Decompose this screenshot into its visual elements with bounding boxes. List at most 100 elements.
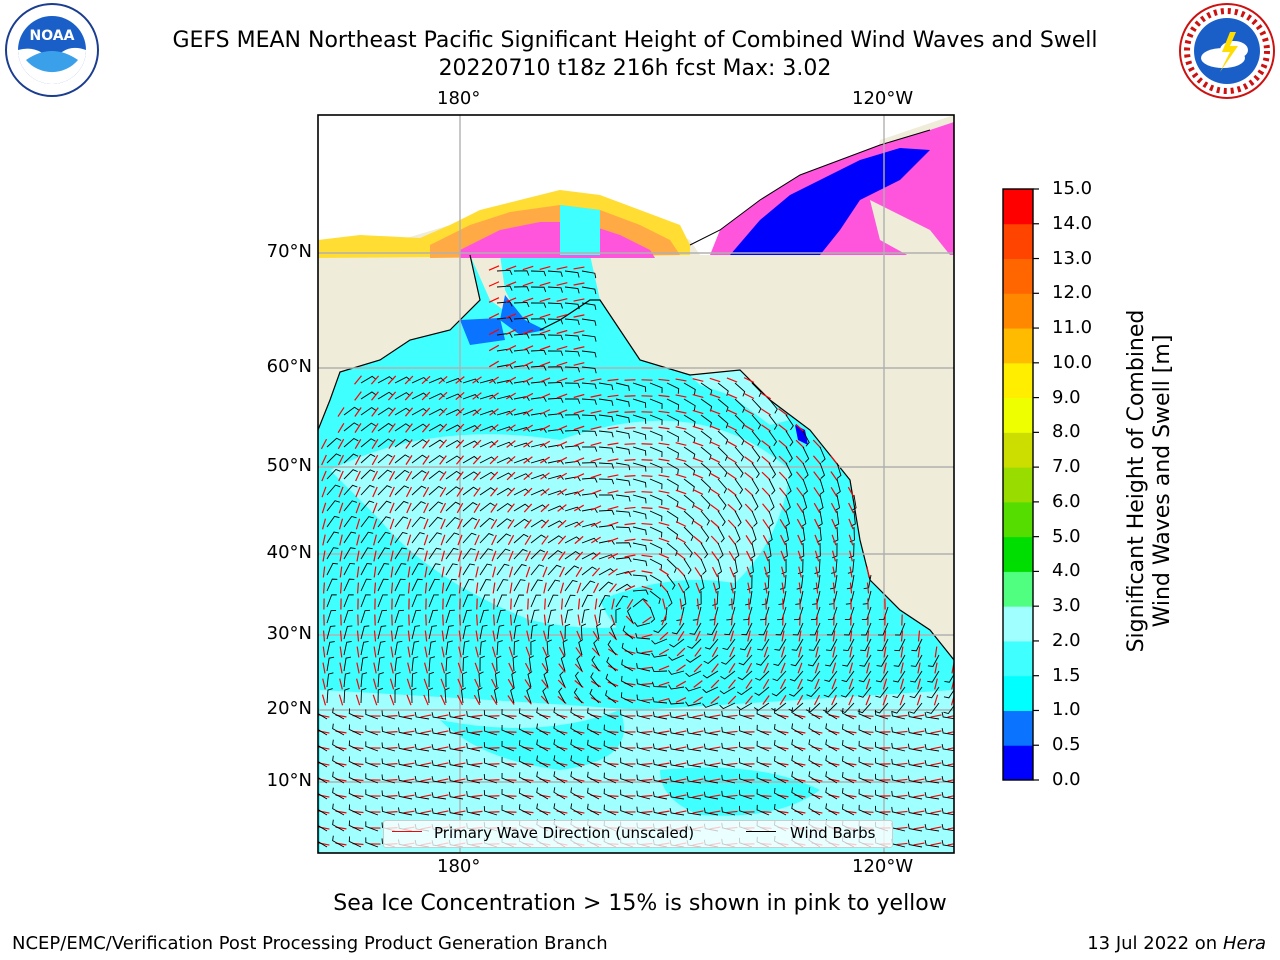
wind-barb xyxy=(394,578,406,592)
wind-barb xyxy=(615,510,631,518)
wind-barb xyxy=(547,490,564,496)
wave-direction-arrow xyxy=(848,518,854,530)
wind-barb xyxy=(636,694,651,704)
wind-barb xyxy=(483,758,498,768)
wave-direction-arrow xyxy=(490,678,498,690)
wave-direction-arrow xyxy=(658,730,670,734)
wave-direction-arrow xyxy=(573,314,585,318)
wave-direction-arrow xyxy=(422,471,430,481)
wind-barb xyxy=(605,690,617,704)
wind-barb xyxy=(788,702,804,713)
wave-direction-arrow xyxy=(491,662,497,674)
wave-direction-arrow xyxy=(748,598,750,610)
wave-direction-arrow xyxy=(778,424,788,432)
wind-barb xyxy=(768,478,776,495)
wind-barb xyxy=(414,727,430,736)
wave-direction-arrow xyxy=(913,810,925,814)
wind-barb xyxy=(466,759,481,768)
wind-barb xyxy=(700,446,712,461)
wind-barb xyxy=(462,394,479,400)
wave-direction-arrow xyxy=(574,551,584,561)
wind-barb xyxy=(360,594,371,608)
wave-direction-arrow xyxy=(455,376,465,384)
wind-barb xyxy=(343,594,354,608)
wind-barb xyxy=(632,494,647,504)
wind-barb xyxy=(394,407,411,416)
colorbar-bin xyxy=(1003,258,1033,294)
wind-barb xyxy=(734,430,745,446)
wind-barb xyxy=(343,688,350,704)
wave-direction-arrow xyxy=(778,408,788,416)
wind-barb xyxy=(445,547,459,560)
wind-barb xyxy=(615,571,632,576)
colorbar-tick-label: 6.0 xyxy=(1052,490,1081,512)
wind-barb xyxy=(581,462,598,468)
wind-barb xyxy=(739,709,753,720)
colorbar-tick-label: 13.0 xyxy=(1052,247,1093,269)
wind-barb xyxy=(581,608,590,624)
wind-barb xyxy=(483,742,498,752)
wave-direction-arrow xyxy=(726,440,738,448)
wind-barb xyxy=(774,723,787,736)
wave-direction-arrow xyxy=(424,550,428,562)
wave-direction-arrow xyxy=(590,394,602,398)
wave-direction-arrow xyxy=(339,646,343,658)
wave-direction-arrow xyxy=(798,582,802,594)
wind-barb xyxy=(496,609,506,624)
wind-barb xyxy=(686,712,702,720)
wave-direction-arrow xyxy=(523,472,533,480)
wave-direction-arrow xyxy=(354,454,362,466)
wind-barb-legend-label: Wind Barbs xyxy=(790,824,876,842)
wave-direction-arrow xyxy=(454,714,466,718)
wind-barb xyxy=(587,787,600,800)
wave-direction-arrow xyxy=(709,730,721,734)
wind-barb xyxy=(700,478,711,493)
wind-barb xyxy=(479,609,489,624)
wave-direction-arrow xyxy=(573,457,585,463)
wave-direction-arrow xyxy=(441,646,445,658)
wave-direction-arrow xyxy=(489,392,499,400)
wind-barb xyxy=(806,686,821,698)
wind-barb xyxy=(544,655,550,672)
wind-barb xyxy=(603,788,617,800)
wave-direction-arrow xyxy=(816,614,818,626)
wind-barb xyxy=(615,583,632,592)
wind-barb xyxy=(398,791,413,800)
wave-direction-arrow xyxy=(726,810,738,814)
wave-direction-arrow xyxy=(524,535,532,545)
wave-direction-arrow xyxy=(454,810,466,814)
wave-direction-arrow xyxy=(641,746,653,750)
wave-direction-arrow xyxy=(779,503,787,513)
colorbar-tick-label: 10.0 xyxy=(1052,351,1093,373)
wave-direction-arrow xyxy=(439,502,447,514)
wind-barb xyxy=(843,622,855,636)
wind-barb xyxy=(775,622,787,636)
wind-barb xyxy=(360,438,376,448)
wind-barb xyxy=(431,728,447,736)
wave-direction-arrow xyxy=(608,568,618,576)
wave-direction-arrow xyxy=(913,826,925,830)
wind-barb xyxy=(683,526,694,542)
wind-barb xyxy=(700,558,707,575)
wind-barb xyxy=(431,744,447,752)
wave-direction-arrow xyxy=(338,470,344,482)
wave-direction-arrow xyxy=(420,730,432,734)
wind-barb xyxy=(348,804,362,816)
wave-direction-arrow xyxy=(658,762,670,766)
wave-direction-arrow xyxy=(576,630,582,642)
wind-barb xyxy=(598,568,615,576)
wave-direction-arrow xyxy=(848,502,854,514)
wind-barb xyxy=(381,710,396,720)
wind-barb xyxy=(850,510,856,527)
wave-direction-arrow xyxy=(658,490,670,494)
wind-barb xyxy=(785,494,791,511)
colorbar-bin xyxy=(1003,397,1033,433)
wave-direction-arrow xyxy=(525,550,531,562)
wind-barb xyxy=(666,398,680,410)
wind-barb xyxy=(513,594,525,608)
wind-barb xyxy=(686,760,702,768)
wind-barb xyxy=(326,672,334,688)
wave-direction-arrow xyxy=(403,730,415,734)
wind-barb xyxy=(414,807,430,816)
wind-barb xyxy=(478,671,484,688)
